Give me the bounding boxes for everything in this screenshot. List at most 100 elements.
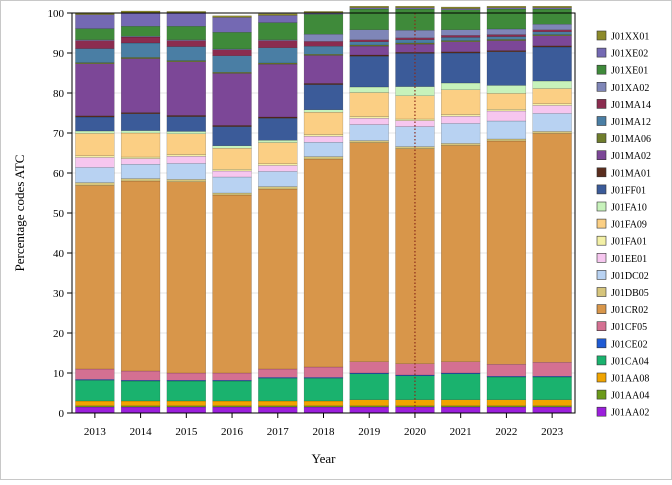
bar-segment-j01dc02-2018 — [303, 141, 344, 157]
bar-segment-j01ee01-2023 — [532, 105, 572, 114]
bar-segment-j01ee01-2019 — [349, 117, 389, 125]
bar-segment-j01ff01-2022 — [486, 51, 527, 86]
bar-segment-j01fa09-2016 — [212, 147, 252, 170]
bar-segment-j01ma02-2019 — [349, 46, 389, 56]
legend-swatch-j01ff01 — [596, 184, 607, 195]
bar-segment-j01aa02-2018 — [303, 406, 344, 414]
bar-segment-j01aa08-2018 — [303, 400, 344, 407]
bar-segment-j01fa01-2023 — [532, 103, 572, 106]
bar-segment-j01aa08-2017 — [258, 400, 298, 407]
x-tick-label: 2016 — [221, 426, 244, 438]
x-tick-label: 2019 — [358, 426, 381, 438]
y-tick-label: 40 — [53, 248, 65, 260]
bar-segment-j01cf05-2015 — [166, 372, 206, 381]
bar-segment-j01xe01-2023 — [532, 8, 572, 25]
y-tick-label: 100 — [48, 8, 65, 20]
bar-segment-j01cf05-2023 — [532, 362, 572, 377]
bar-segment-j01aa08-2015 — [166, 400, 206, 407]
bar-segment-j01dc02-2014 — [120, 163, 161, 179]
legend-swatch-j01cr02 — [596, 304, 607, 314]
bar-segment-j01cr02-2021 — [441, 145, 481, 362]
bar-segment-j01ca04-2015 — [166, 380, 206, 402]
legend-label-j01dc02: J01DC02 — [611, 271, 649, 282]
legend-label-j01ff01: J01FF01 — [611, 185, 646, 196]
bar-segment-j01aa02-2021 — [441, 406, 481, 414]
bar-segment-j01ee01-2014 — [120, 158, 161, 165]
bar-segment-j01aa02-2013 — [75, 406, 115, 414]
bar-segment-j01cf05-2014 — [120, 370, 161, 381]
bar-segment-j01fa10-2022 — [486, 85, 527, 94]
legend-swatch-j01ma01 — [596, 167, 607, 178]
legend-swatch-j01aa08 — [596, 372, 607, 383]
bar-segment-j01db05-2022 — [486, 138, 527, 142]
bar-segment-j01xa02-2022 — [486, 28, 527, 35]
bar-segment-j01cr02-2014 — [120, 180, 161, 372]
legend-label-j01xe02: J01XE02 — [611, 49, 648, 60]
bar-segment-j01cf05-2013 — [75, 368, 115, 380]
bar-segment-j01cr02-2015 — [166, 181, 206, 374]
legend-label-j01ma01: J01MA01 — [611, 168, 651, 179]
bar-segment-j01ma02-2017 — [258, 63, 298, 118]
bar-segment-j01xx01-2020 — [395, 5, 435, 8]
bar-segment-j01cf05-2019 — [349, 361, 389, 374]
legend-label-j01xe01: J01XE01 — [611, 66, 648, 77]
bar-segment-j01aa02-2016 — [212, 406, 252, 414]
bar-segment-j01ma12-2022 — [486, 36, 527, 40]
legend-label-j01xa02: J01XA02 — [611, 83, 649, 94]
bar-segment-j01cr02-2022 — [486, 140, 527, 365]
bar-segment-j01ff01-2016 — [212, 126, 252, 146]
legend-swatch-j01aa04 — [596, 389, 607, 400]
x-tick-label: 2018 — [313, 426, 336, 438]
bar-segment-j01fa09-2019 — [349, 92, 389, 117]
bar-segment-j01ma02-2023 — [532, 35, 572, 46]
y-tick-label: 80 — [53, 88, 65, 100]
x-axis-title: Year — [312, 451, 337, 466]
bar-segment-j01fa01-2017 — [258, 163, 298, 166]
bar-segment-j01ca04-2022 — [486, 376, 527, 400]
bar-segment-j01db05-2014 — [120, 178, 161, 182]
legend-label-j01fa09: J01FA09 — [611, 220, 647, 231]
bar-segment-j01ma12-2018 — [303, 46, 344, 55]
bar-segment-j01xx01-2021 — [441, 6, 481, 9]
legend-label-j01fa10: J01FA10 — [611, 203, 647, 214]
bar-segment-j01xe02-2020 — [395, 7, 435, 10]
legend-swatch-j01ma02 — [596, 150, 607, 160]
bar-segment-j01dc02-2017 — [258, 171, 298, 187]
bar-segment-j01xa02-2018 — [303, 34, 344, 42]
bar-segment-j01ma14-2021 — [441, 35, 481, 38]
y-tick-label: 60 — [53, 168, 65, 180]
bar-segment-j01xx01-2016 — [212, 15, 252, 18]
bar-segment-j01fa01-2022 — [486, 109, 527, 112]
bar-segment-j01cr02-2016 — [212, 194, 252, 374]
bar-segment-j01ff01-2015 — [166, 116, 206, 132]
bar-segment-j01xa02-2021 — [441, 29, 481, 36]
bar-segment-j01fa09-2015 — [166, 133, 206, 155]
bar-segment-j01cf05-2016 — [212, 372, 252, 381]
bar-segment-j01ee01-2018 — [303, 135, 344, 143]
bar-segment-j01ff01-2014 — [120, 113, 161, 131]
bar-segment-j01xe02-2015 — [166, 12, 206, 27]
bar-segment-j01ee01-2013 — [75, 157, 115, 168]
bar-segment-j01fa10-2018 — [303, 109, 344, 113]
bar-segment-j01aa02-2019 — [349, 406, 389, 414]
bar-segment-j01xe02-2014 — [120, 12, 161, 27]
bar-segment-j01db05-2013 — [75, 182, 115, 186]
bar-segment-j01dc02-2022 — [486, 120, 527, 140]
bar-segment-j01xe02-2016 — [212, 17, 252, 33]
bar-segment-j01xx01-2022 — [486, 5, 527, 8]
x-tick-label: 2020 — [404, 426, 427, 438]
bar-segment-j01fa01-2016 — [212, 169, 252, 172]
bar-segment-j01ma12-2021 — [441, 37, 481, 41]
bar-segment-j01xe02-2019 — [349, 7, 389, 10]
bar-segment-j01dc02-2016 — [212, 176, 252, 194]
legend-swatch-j01aa02 — [596, 406, 607, 417]
legend-label-j01ma12: J01MA12 — [611, 117, 651, 128]
y-tick-label: 70 — [53, 128, 65, 140]
bar-segment-j01ca04-2019 — [349, 373, 389, 400]
bar-segment-j01ma02-2016 — [212, 73, 252, 126]
bar-segment-j01fa09-2017 — [258, 142, 298, 165]
legend-swatch-j01fa10 — [596, 201, 607, 212]
x-tick-label: 2015 — [175, 426, 198, 438]
bar-segment-j01ma12-2016 — [212, 55, 252, 73]
